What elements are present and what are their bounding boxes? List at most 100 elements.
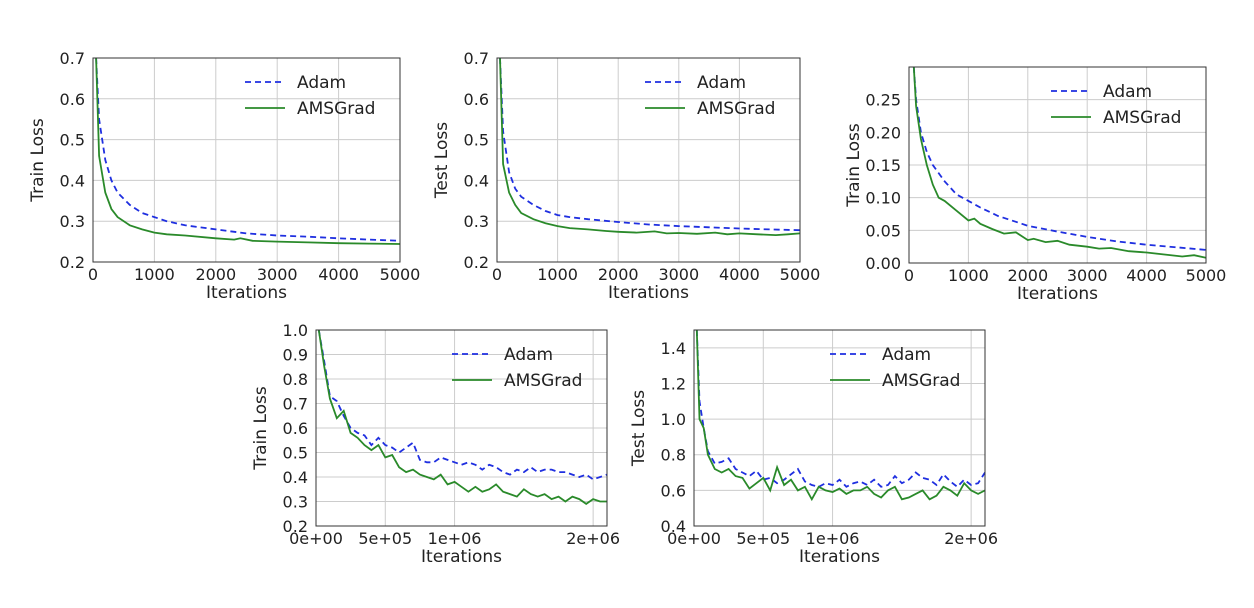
legend-label-adam: Adam [297,73,346,93]
series-line-adam [499,58,800,232]
y-tick-label: 0.10 [865,189,901,208]
series-line-amsgrad [695,330,985,502]
x-tick-label: 3000 [658,265,699,284]
y-tick-label: 0.3 [464,212,489,231]
x-tick-label: 5e+05 [358,529,412,548]
x-tick-label: 5000 [1186,266,1227,285]
y-tick-label: 0.05 [865,221,901,240]
y-axis-label: Train Loss [28,118,48,203]
x-axis-label: Iterations [206,283,287,303]
y-tick-label: 0.3 [283,493,308,512]
axes-frame [92,57,401,263]
y-axis-label: Test Loss [629,390,649,467]
x-axis-label: Iterations [799,547,880,567]
y-axis-label: Train Loss [844,123,864,208]
y-tick-label: 0.9 [283,346,308,365]
x-tick-label: 4000 [1126,266,1167,285]
x-tick-label: 4000 [719,265,760,284]
y-tick-label: 0.5 [464,131,489,150]
y-tick-label: 0.4 [661,517,686,536]
x-tick-label: 2000 [1007,266,1048,285]
y-tick-label: 0.8 [661,446,686,465]
y-tick-label: 0.7 [464,49,489,68]
x-tick-label: 0e+00 [289,529,343,548]
x-tick-label: 1000 [134,265,175,284]
y-tick-label: 0.5 [283,444,308,463]
axes-frame [693,329,986,527]
x-tick-label: 1e+06 [428,529,482,548]
x-tick-label: 3000 [257,265,298,284]
x-tick-label: 0e+00 [667,529,721,548]
y-tick-label: 0.4 [283,468,308,487]
x-tick-label: 0 [492,265,502,284]
series-line-adam [95,58,400,242]
y-axis-label: Train Loss [251,386,271,471]
x-tick-label: 2000 [598,265,639,284]
legend-label-amsgrad: AMSGrad [1103,108,1181,128]
y-tick-label: 0.2 [60,253,85,272]
y-tick-label: 0.6 [661,481,686,500]
y-tick-label: 1.0 [283,321,308,340]
x-tick-label: 1e+06 [806,529,860,548]
y-tick-label: 0.6 [283,419,308,438]
series-line-adam [695,330,985,489]
chart-panel-train-loss-top-right: 0 1000 2000 3000 4000 5000 0.00 0.05 0.10 0.15 0.2… [844,66,1227,304]
x-tick-label: 3000 [1067,266,1108,285]
y-tick-label: 0.25 [865,91,901,110]
x-tick-label: 5000 [380,265,421,284]
series-line-adam [912,67,1206,251]
series-line-amsgrad [95,58,400,245]
legend-label-amsgrad: AMSGrad [882,371,960,391]
y-tick-label: 0.7 [283,395,308,414]
y-axis-label: Test Loss [432,122,452,199]
x-axis-label: Iterations [608,283,689,303]
legend-label-adam: Adam [882,345,931,365]
x-tick-label: 1000 [948,266,989,285]
x-tick-label: 2e+06 [944,529,998,548]
series-line-amsgrad [317,330,607,505]
series-line-amsgrad [499,58,800,237]
x-tick-label: 4000 [318,265,359,284]
y-tick-label: 1.2 [661,374,686,393]
x-tick-label: 0 [904,266,914,285]
y-tick-label: 0.2 [283,517,308,536]
y-tick-label: 0.4 [464,171,489,190]
axes-frame [496,57,801,263]
legend-label-adam: Adam [697,73,746,93]
y-tick-label: 0.20 [865,123,901,142]
y-tick-label: 0.6 [464,90,489,109]
x-tick-label: 2e+06 [566,529,620,548]
x-tick-label: 1000 [537,265,578,284]
y-tick-label: 0.2 [464,253,489,272]
x-tick-label: 0 [88,265,98,284]
y-tick-label: 0.8 [283,370,308,389]
series-line-amsgrad [912,67,1206,259]
legend-label-amsgrad: AMSGrad [697,99,775,119]
legend-label-amsgrad: AMSGrad [504,371,582,391]
y-tick-label: 1.0 [661,410,686,429]
y-tick-label: 0.4 [60,171,85,190]
legend-label-amsgrad: AMSGrad [297,99,375,119]
chart-panel-test-loss-bottom-right: 0e+00 5e+05 1e+06 2e+06 0.4 0.6 0.8 1.0 1.2 1.4 It… [629,329,998,567]
series-line-adam [317,330,607,481]
x-axis-label: Iterations [1017,284,1098,304]
axes-frame [908,66,1207,264]
legend-label-adam: Adam [504,345,553,365]
y-tick-label: 0.00 [865,254,901,273]
y-tick-label: 0.7 [60,49,85,68]
x-axis-label: Iterations [421,547,502,567]
x-tick-label: 5e+05 [736,529,790,548]
chart-panel-train-loss-top-left: 0 1000 2000 3000 4000 5000 0.2 0.3 0.4 0.5 0.6 0.7 I… [28,49,420,303]
y-tick-label: 0.15 [865,156,901,175]
y-tick-label: 0.5 [60,131,85,150]
chart-panel-test-loss-top-middle: 0 1000 2000 3000 4000 5000 0.2 0.3 0.4 0.5 0.6 0.7 I… [432,49,820,303]
axes-frame [315,329,608,527]
legend-label-adam: Adam [1103,82,1152,102]
x-tick-label: 5000 [780,265,821,284]
y-tick-label: 1.4 [661,339,686,358]
chart-panel-train-loss-bottom-left: 0e+00 5e+05 1e+06 2e+06 0.2 0.3 0.4 0.5 0.6 0.7 0.… [251,321,620,567]
y-tick-label: 0.6 [60,90,85,109]
y-tick-label: 0.3 [60,212,85,231]
x-tick-label: 2000 [195,265,236,284]
